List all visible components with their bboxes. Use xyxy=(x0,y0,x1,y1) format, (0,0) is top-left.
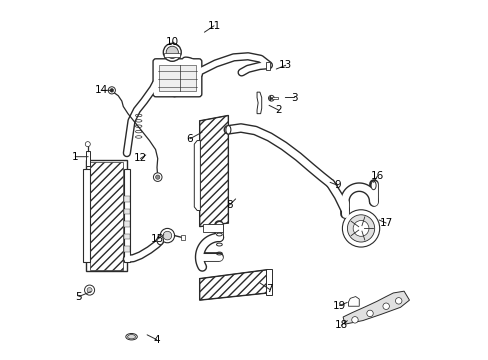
Ellipse shape xyxy=(157,236,163,245)
Bar xyxy=(86,160,127,271)
Bar xyxy=(90,162,122,270)
Circle shape xyxy=(382,303,388,310)
Bar xyxy=(123,209,130,214)
Bar xyxy=(203,224,223,232)
Circle shape xyxy=(163,231,171,240)
Text: 13: 13 xyxy=(279,60,292,70)
Text: 10: 10 xyxy=(166,37,179,47)
Bar xyxy=(123,169,130,262)
Circle shape xyxy=(84,285,94,295)
Circle shape xyxy=(352,221,368,236)
Text: 16: 16 xyxy=(370,171,383,181)
Circle shape xyxy=(163,43,181,61)
Circle shape xyxy=(166,46,178,58)
Text: 12: 12 xyxy=(134,153,147,163)
Ellipse shape xyxy=(125,333,137,340)
Text: 3: 3 xyxy=(291,93,297,103)
Circle shape xyxy=(342,210,379,247)
Bar xyxy=(123,196,130,202)
Polygon shape xyxy=(348,297,359,306)
Text: 14: 14 xyxy=(94,85,107,95)
Text: 18: 18 xyxy=(334,320,347,330)
FancyBboxPatch shape xyxy=(153,59,202,97)
Circle shape xyxy=(155,175,160,179)
Ellipse shape xyxy=(225,126,230,134)
Circle shape xyxy=(160,228,174,243)
Bar xyxy=(123,221,130,226)
Bar xyxy=(268,97,277,99)
Text: 2: 2 xyxy=(275,105,281,115)
Text: 7: 7 xyxy=(266,284,272,294)
Text: 9: 9 xyxy=(334,180,340,190)
Circle shape xyxy=(395,298,401,304)
Text: 19: 19 xyxy=(332,301,346,311)
Bar xyxy=(265,269,272,296)
Bar xyxy=(86,151,89,166)
Circle shape xyxy=(351,317,357,323)
Bar xyxy=(265,62,270,69)
Bar xyxy=(123,234,130,239)
Bar xyxy=(123,246,130,252)
Bar xyxy=(164,53,180,57)
Circle shape xyxy=(366,310,372,317)
Circle shape xyxy=(153,173,162,181)
Text: 5: 5 xyxy=(75,292,82,302)
Circle shape xyxy=(268,95,274,101)
Bar xyxy=(83,169,89,262)
Text: 6: 6 xyxy=(186,134,193,144)
Text: 15: 15 xyxy=(151,234,164,244)
Text: 17: 17 xyxy=(379,218,392,228)
Circle shape xyxy=(87,288,92,293)
Polygon shape xyxy=(257,92,261,114)
Circle shape xyxy=(85,141,90,147)
Text: 8: 8 xyxy=(225,200,232,210)
Circle shape xyxy=(108,87,115,94)
Polygon shape xyxy=(194,140,200,211)
Bar xyxy=(180,235,184,240)
Polygon shape xyxy=(199,270,267,300)
Text: 11: 11 xyxy=(207,21,220,31)
Polygon shape xyxy=(343,291,408,324)
Ellipse shape xyxy=(370,181,375,190)
Text: 4: 4 xyxy=(153,334,160,345)
Bar xyxy=(159,64,196,91)
Ellipse shape xyxy=(127,334,135,339)
Circle shape xyxy=(346,215,374,242)
Text: 1: 1 xyxy=(72,152,79,162)
Polygon shape xyxy=(199,116,228,226)
Circle shape xyxy=(110,89,113,92)
